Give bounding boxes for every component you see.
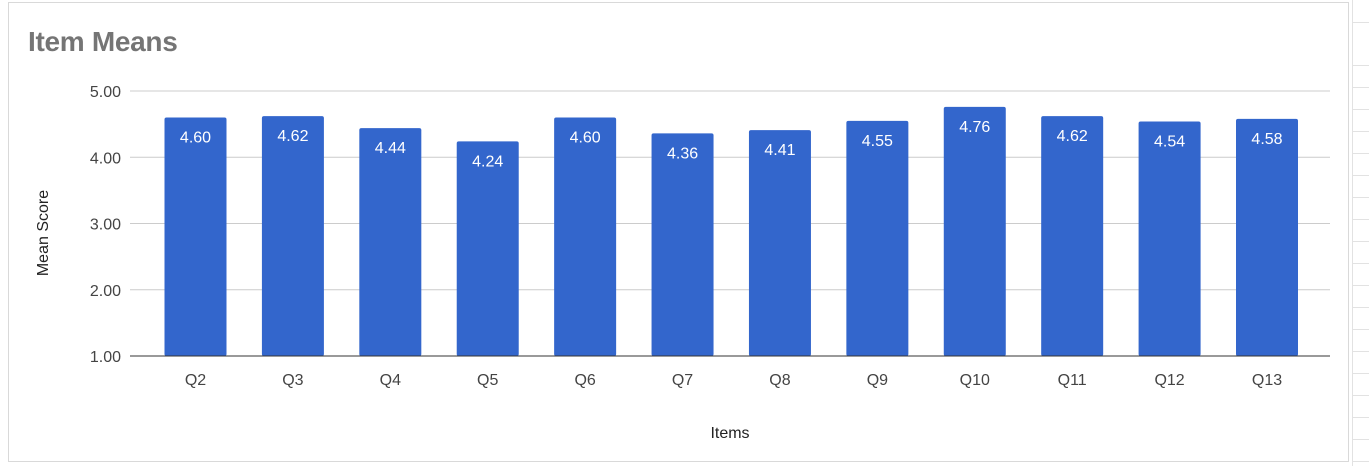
chart-title: Item Means — [28, 26, 178, 57]
bar — [359, 128, 422, 356]
grid-row-line — [1352, 175, 1369, 176]
x-tick-label: Q6 — [574, 372, 595, 389]
x-tick-label: Q13 — [1252, 372, 1282, 389]
y-tick-label: 5.00 — [90, 84, 121, 101]
bar — [554, 117, 617, 356]
x-tick-label: Q4 — [380, 372, 401, 389]
grid-row-line — [1352, 285, 1369, 286]
bar-data-label: 4.44 — [375, 140, 406, 157]
grid-row-line — [1352, 307, 1369, 308]
bar — [943, 106, 1006, 357]
grid-row-line — [1352, 373, 1369, 374]
spreadsheet-grid-edge — [1352, 0, 1369, 466]
bar-data-label: 4.58 — [1251, 131, 1282, 148]
bar — [456, 141, 519, 356]
bar — [846, 120, 909, 356]
bar-data-label: 4.60 — [180, 130, 211, 147]
bars: 4.60 4.62 4.44 4.24 4.60 4.36 4.41 4.55 4.76 4.62… — [130, 106, 1330, 357]
bar — [1138, 121, 1201, 356]
bar — [651, 133, 714, 356]
bar-data-label: 4.41 — [764, 142, 795, 159]
grid-row-line — [1352, 22, 1369, 23]
x-axis-tick-labels: Q2 Q3 Q4 Q5 Q6 Q7 Q8 Q9 Q10 Q11 Q12 Q13 — [185, 372, 1282, 389]
grid-row-line — [1352, 329, 1369, 330]
x-tick-label: Q10 — [960, 372, 990, 389]
bar — [748, 130, 811, 356]
grid-row-line — [1352, 241, 1369, 242]
grid-row-line — [1352, 461, 1369, 462]
x-axis-title: Items — [710, 425, 749, 442]
x-tick-label: Q7 — [672, 372, 693, 389]
bar-data-label: 4.36 — [667, 145, 698, 162]
x-tick-label: Q3 — [282, 372, 303, 389]
grid-row-line — [1352, 395, 1369, 396]
bar-data-label: 4.24 — [472, 153, 503, 170]
y-axis-tick-labels: 1.00 2.00 3.00 4.00 5.00 — [90, 84, 121, 366]
y-tick-label: 3.00 — [90, 217, 121, 234]
grid-row-line — [1352, 219, 1369, 220]
y-axis-title: Mean Score — [35, 190, 52, 276]
x-tick-label: Q9 — [867, 372, 888, 389]
grid-row-line — [1352, 417, 1369, 418]
bar-data-label: 4.76 — [959, 119, 990, 136]
x-tick-label: Q2 — [185, 372, 206, 389]
y-tick-label: 2.00 — [90, 283, 121, 300]
bar-data-label: 4.54 — [1154, 133, 1185, 150]
bar-data-label: 4.55 — [862, 133, 893, 150]
x-tick-label: Q5 — [477, 372, 498, 389]
grid-row-line — [1352, 131, 1369, 132]
grid-row-line — [1352, 197, 1369, 198]
grid-row-line — [1352, 153, 1369, 154]
x-tick-label: Q11 — [1058, 372, 1087, 389]
bar — [1041, 116, 1104, 356]
grid-row-line — [1352, 263, 1369, 264]
y-tick-label: 1.00 — [90, 349, 121, 366]
bar-data-label: 4.60 — [570, 130, 601, 147]
bar-data-label: 4.62 — [277, 128, 308, 145]
grid-row-line — [1352, 65, 1369, 66]
grid-row-line — [1352, 109, 1369, 110]
y-tick-label: 4.00 — [90, 150, 121, 167]
x-tick-label: Q12 — [1154, 372, 1184, 389]
bar-data-label: 4.62 — [1057, 128, 1088, 145]
bar — [261, 116, 324, 356]
x-tick-label: Q8 — [769, 372, 790, 389]
grid-row-line — [1352, 87, 1369, 88]
bar — [1236, 118, 1298, 356]
grid-row-line — [1352, 439, 1369, 440]
grid-row-line — [1352, 351, 1369, 352]
bar — [164, 117, 227, 356]
